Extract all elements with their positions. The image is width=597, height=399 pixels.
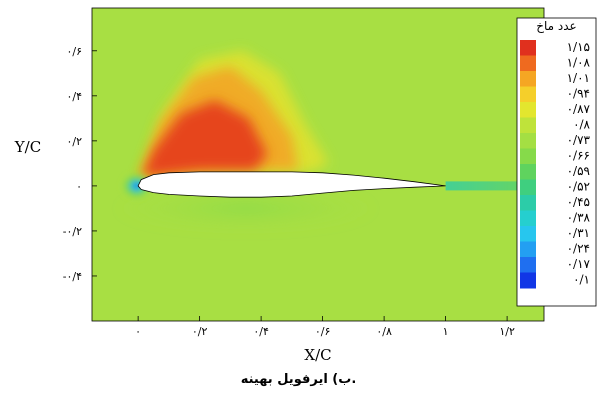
x-axis-ticks: ۰ ۰/۲ ۰/۴ ۰/۶ ۰/۸ ۱ ۱/۲ bbox=[135, 316, 515, 338]
legend-swatch bbox=[520, 55, 536, 72]
legend-label: ۰/۱ bbox=[573, 273, 590, 287]
legend-swatch bbox=[520, 71, 536, 87]
x-tick-label: ۰ bbox=[135, 325, 141, 338]
legend-label: ۱/۰۸ bbox=[567, 56, 591, 70]
legend-swatch bbox=[520, 40, 536, 56]
legend-label: ۰/۸۷ bbox=[567, 102, 591, 116]
contour-field bbox=[92, 8, 544, 321]
x-tick-label: ۰/۴ bbox=[253, 325, 269, 338]
x-tick-label: ۰/۲ bbox=[192, 325, 208, 338]
y-tick-label: ۰ bbox=[76, 180, 82, 193]
legend-swatch bbox=[520, 164, 536, 180]
legend-swatch bbox=[520, 241, 536, 258]
legend-label: ۰/۷۳ bbox=[567, 133, 591, 147]
legend-swatch bbox=[520, 179, 536, 196]
mach-legend: عدد ماخ ۱/۱۵۱/۰۸۱/۰۱۰/۹۴۰/۸۷۰/۸۰/۷۳۰/۶۶۰… bbox=[516, 17, 597, 307]
y-tick-label: ۰/۲ bbox=[66, 135, 82, 148]
y-axis-label: Y/C bbox=[14, 138, 41, 156]
legend-label: ۰/۱۷ bbox=[567, 257, 591, 271]
legend-label: ۰/۶۶ bbox=[567, 149, 590, 163]
y-axis-ticks: -۰/۴ -۰/۲ ۰ ۰/۲ ۰/۴ ۰/۶ bbox=[63, 45, 97, 283]
legend-swatch bbox=[520, 195, 536, 211]
legend-label: ۰/۵۲ bbox=[567, 180, 590, 194]
airfoil-shape bbox=[137, 171, 446, 198]
legend-label: ۰/۳۱ bbox=[567, 226, 590, 240]
y-tick-label: ۰/۴ bbox=[66, 90, 82, 103]
legend-label: ۰/۹۴ bbox=[567, 87, 590, 101]
mach-contour-figure: ۰ ۰/۲ ۰/۴ ۰/۶ ۰/۸ ۱ ۱/۲ -۰/۴ -۰/۲ ۰ ۰/۲ ۰/۴ ۰/۶ X/C… bbox=[14, 7, 597, 364]
y-tick-label: ۰/۶ bbox=[66, 45, 82, 58]
legend-label: ۱/۰۱ bbox=[567, 71, 590, 85]
legend-swatch bbox=[520, 148, 536, 165]
x-tick-label: ۰/۸ bbox=[376, 325, 392, 338]
legend-title: عدد ماخ bbox=[536, 19, 576, 33]
peak-mach-region bbox=[141, 100, 268, 177]
legend-swatch bbox=[520, 257, 536, 273]
legend-label: ۰/۲۴ bbox=[567, 242, 590, 256]
legend-label: ۰/۴۵ bbox=[567, 195, 590, 209]
legend-swatch bbox=[520, 102, 536, 118]
x-tick-label: ۰/۶ bbox=[315, 325, 331, 338]
legend-swatch bbox=[520, 133, 536, 149]
wake-region bbox=[445, 181, 544, 191]
legend-label: ۱/۱۵ bbox=[567, 40, 590, 54]
legend-swatch bbox=[520, 210, 536, 227]
x-tick-label: ۱/۲ bbox=[499, 325, 515, 338]
legend-swatch bbox=[520, 226, 536, 242]
x-axis-label: X/C bbox=[304, 346, 331, 364]
legend-label: ۰/۸ bbox=[573, 118, 590, 132]
lower-surface-region bbox=[115, 186, 376, 231]
x-tick-label: ۱ bbox=[443, 325, 449, 338]
y-tick-label: -۰/۴ bbox=[63, 270, 82, 283]
legend-swatch bbox=[520, 272, 536, 289]
legend-swatch bbox=[520, 117, 536, 134]
y-tick-label: -۰/۲ bbox=[63, 225, 82, 238]
legend-label: ۰/۳۸ bbox=[567, 211, 591, 225]
legend-swatch bbox=[520, 86, 536, 103]
figure-caption: ب) ایرفویل بهینه. bbox=[240, 372, 357, 387]
legend-label: ۰/۵۹ bbox=[567, 164, 590, 178]
